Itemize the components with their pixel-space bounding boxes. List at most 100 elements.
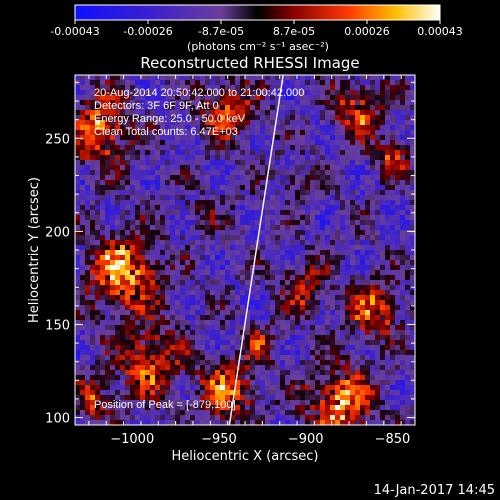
heatmap-cell bbox=[95, 270, 101, 276]
heatmap-cell bbox=[235, 380, 241, 386]
heatmap-cell bbox=[320, 285, 326, 291]
heatmap-cell bbox=[75, 200, 81, 206]
annotation-energy-range: Energy Range: 25.0 - 50.0 keV bbox=[94, 113, 246, 125]
heatmap-cell bbox=[340, 205, 346, 211]
heatmap-cell bbox=[360, 330, 366, 336]
heatmap-cell bbox=[145, 305, 151, 311]
heatmap-cell bbox=[165, 140, 171, 146]
heatmap-cell bbox=[195, 80, 201, 86]
heatmap-cell bbox=[400, 135, 406, 141]
heatmap-cell bbox=[105, 90, 111, 96]
heatmap-cell bbox=[210, 140, 216, 146]
heatmap-cell bbox=[85, 190, 91, 196]
heatmap-cell bbox=[300, 190, 306, 196]
heatmap-cell bbox=[130, 375, 136, 381]
heatmap-cell bbox=[110, 340, 116, 346]
heatmap-cell bbox=[235, 100, 241, 106]
heatmap-cell bbox=[370, 105, 376, 111]
heatmap-cell bbox=[325, 420, 331, 425]
heatmap-cell bbox=[405, 305, 411, 311]
heatmap-cell bbox=[365, 215, 371, 221]
heatmap-cell bbox=[235, 260, 241, 266]
heatmap-cell bbox=[125, 125, 131, 131]
heatmap-cell bbox=[315, 270, 321, 276]
heatmap-cell bbox=[270, 385, 276, 391]
heatmap-cell bbox=[115, 230, 121, 236]
heatmap-cell bbox=[365, 390, 371, 396]
heatmap-cell bbox=[380, 160, 386, 166]
heatmap-cell bbox=[370, 340, 376, 346]
heatmap-cell bbox=[195, 125, 201, 131]
heatmap-cell bbox=[140, 265, 146, 271]
heatmap-cell bbox=[295, 215, 301, 221]
heatmap-cell bbox=[75, 305, 81, 311]
heatmap-cell bbox=[230, 260, 236, 266]
heatmap-cell bbox=[240, 320, 246, 326]
heatmap-cell bbox=[95, 180, 101, 186]
heatmap-cell bbox=[315, 120, 321, 126]
heatmap-cell bbox=[85, 280, 91, 286]
heatmap-cell bbox=[110, 270, 116, 276]
heatmap-cell bbox=[340, 150, 346, 156]
heatmap-cell bbox=[210, 355, 216, 361]
heatmap-cell bbox=[195, 415, 201, 421]
heatmap-cell bbox=[400, 230, 406, 236]
heatmap-cell bbox=[270, 220, 276, 226]
heatmap-cell bbox=[240, 330, 246, 336]
heatmap-cell bbox=[240, 170, 246, 176]
heatmap-cell bbox=[150, 420, 156, 425]
heatmap-cell bbox=[405, 290, 411, 296]
heatmap-cell bbox=[405, 390, 411, 396]
heatmap-cell bbox=[80, 245, 86, 251]
heatmap-cell bbox=[235, 155, 241, 161]
heatmap-cell bbox=[285, 260, 291, 266]
heatmap-cell bbox=[115, 90, 121, 96]
heatmap-cell bbox=[250, 265, 256, 271]
heatmap-cell bbox=[220, 270, 226, 276]
heatmap-cell bbox=[200, 355, 206, 361]
heatmap-cell bbox=[410, 310, 415, 316]
heatmap-cell bbox=[255, 200, 261, 206]
heatmap-cell bbox=[145, 355, 151, 361]
heatmap-cell bbox=[250, 235, 256, 241]
heatmap-cell bbox=[225, 410, 231, 416]
heatmap-cell bbox=[95, 85, 101, 91]
heatmap-cell bbox=[330, 80, 336, 86]
heatmap-cell bbox=[260, 100, 266, 106]
heatmap-cell bbox=[370, 170, 376, 176]
heatmap-cell bbox=[115, 305, 121, 311]
heatmap-cell bbox=[375, 170, 381, 176]
heatmap-cell bbox=[200, 120, 206, 126]
heatmap-cell bbox=[300, 155, 306, 161]
heatmap-cell bbox=[145, 420, 151, 425]
heatmap-cell bbox=[145, 200, 151, 206]
heatmap-cell bbox=[140, 355, 146, 361]
heatmap-cell bbox=[355, 420, 361, 425]
heatmap-cell bbox=[330, 135, 336, 141]
heatmap-cell bbox=[180, 370, 186, 376]
heatmap-cell bbox=[270, 185, 276, 191]
heatmap-cell bbox=[145, 210, 151, 216]
heatmap-cell bbox=[315, 215, 321, 221]
heatmap-cell bbox=[370, 400, 376, 406]
heatmap-cell bbox=[190, 220, 196, 226]
heatmap-cell bbox=[265, 105, 271, 111]
heatmap-cell bbox=[85, 405, 91, 411]
heatmap-cell bbox=[145, 365, 151, 371]
heatmap-cell bbox=[175, 165, 181, 171]
heatmap-cell bbox=[200, 380, 206, 386]
heatmap-cell bbox=[410, 405, 415, 411]
heatmap-cell bbox=[175, 385, 181, 391]
heatmap-cell bbox=[395, 120, 401, 126]
heatmap-cell bbox=[195, 385, 201, 391]
heatmap-cell bbox=[80, 115, 86, 121]
heatmap-cell bbox=[335, 115, 341, 121]
heatmap-cell bbox=[75, 300, 81, 306]
heatmap-cell bbox=[115, 410, 121, 416]
heatmap-cell bbox=[280, 370, 286, 376]
heatmap-cell bbox=[370, 205, 376, 211]
heatmap-cell bbox=[90, 90, 96, 96]
heatmap-image bbox=[75, 75, 415, 425]
heatmap-cell bbox=[275, 220, 281, 226]
heatmap-cell bbox=[120, 345, 126, 351]
